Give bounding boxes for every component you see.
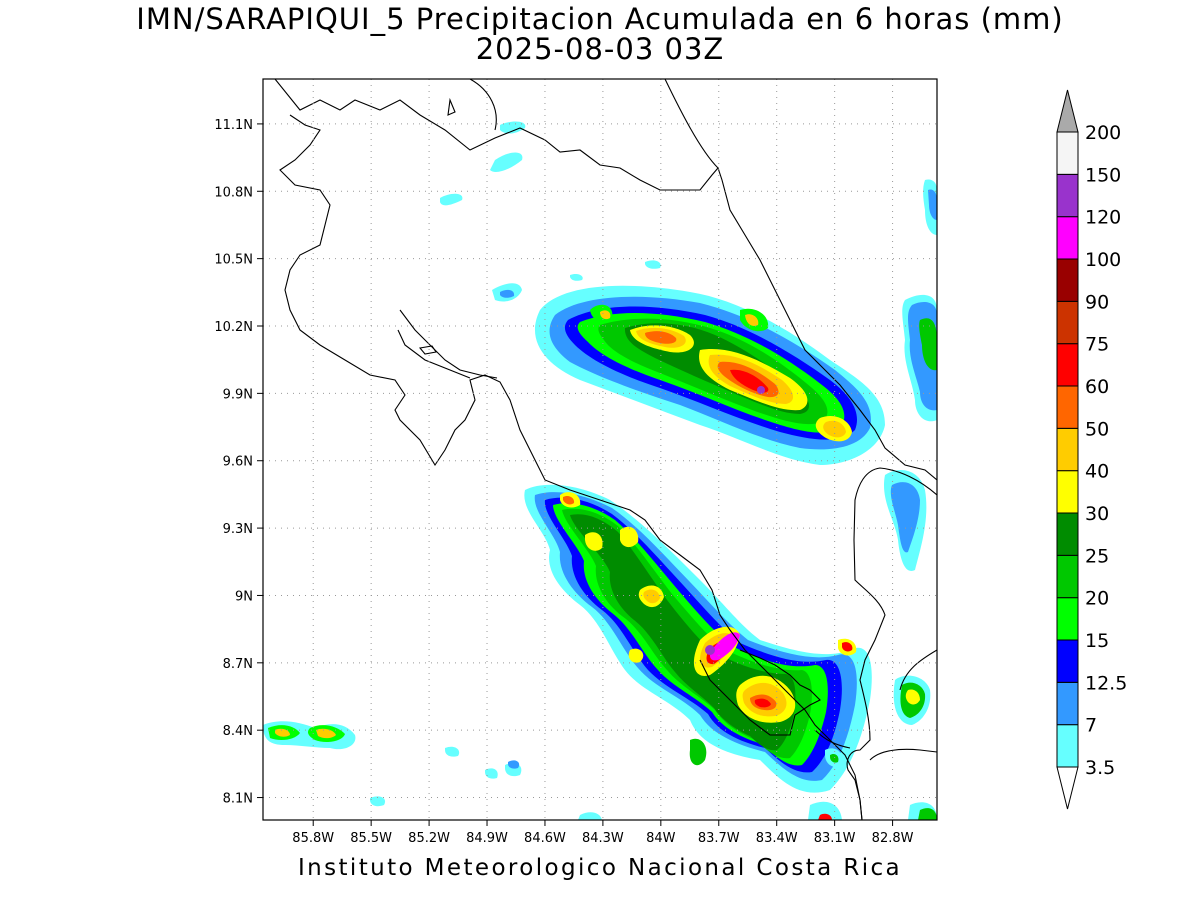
lon-tick-label: 85.2W — [408, 831, 450, 846]
lat-tick-label: 10.2N — [214, 320, 253, 335]
colorbar-label: 40 — [1085, 461, 1109, 483]
colorbar-label: 25 — [1085, 545, 1109, 567]
colorbar-label: 75 — [1085, 334, 1109, 356]
colorbar-swatch — [1056, 258, 1079, 302]
colorbar-swatch — [1056, 385, 1079, 429]
lat-tick-label: 10.8N — [214, 185, 253, 200]
lat-tick-label: 8.4N — [223, 724, 253, 739]
lon-tick-label: 83.7W — [698, 831, 740, 846]
colorbar-lower-arrow — [1056, 766, 1079, 810]
lon-tick-label: 85.8W — [292, 831, 334, 846]
map-frame — [262, 78, 938, 821]
lat-tick-label: 8.1N — [223, 792, 253, 807]
institution-credit: Instituto Meteorologico Nacional Costa R… — [297, 855, 903, 881]
colorbar-label: 120 — [1085, 207, 1121, 229]
colorbar-label: 20 — [1085, 588, 1109, 610]
lat-tick-label: 11.1N — [214, 118, 253, 133]
colorbar-swatch — [1056, 512, 1079, 556]
lon-tick-label: 82.8W — [872, 831, 914, 846]
colorbar-label: 90 — [1085, 291, 1109, 313]
map-datetime: 2025-08-03 03Z — [475, 32, 725, 66]
lon-tick-label: 84W — [646, 831, 676, 846]
colorbar-label: 30 — [1085, 503, 1109, 525]
colorbar-label: 60 — [1085, 376, 1109, 398]
longitude-axis: 85.8W 85.5W 85.2W 84.9W 84.6W 84.3W 84W 83.7W 83… — [292, 820, 914, 846]
colorbar-swatch — [1056, 427, 1079, 472]
lat-tick-label: 8.7N — [223, 657, 253, 672]
colorbar-swatch — [1056, 681, 1079, 726]
lat-tick-label: 9.3N — [223, 522, 253, 537]
colorbar-label: 12.5 — [1085, 672, 1127, 694]
colorbar-swatch — [1056, 131, 1079, 175]
colorbar-swatch — [1056, 216, 1079, 260]
colorbar-swatch — [1056, 554, 1079, 599]
lat-tick-label: 10.5N — [214, 253, 253, 268]
lat-tick-label: 9.9N — [223, 387, 253, 402]
map-title: IMN/SARAPIQUI_5 Precipitacion Acumulada … — [136, 2, 1064, 36]
lon-tick-label: 84.3W — [582, 831, 624, 846]
colorbar-swatch — [1056, 300, 1079, 345]
lat-tick-label: 9N — [235, 589, 253, 604]
coastline-boundaries — [274, 79, 937, 820]
colorbar-label: 100 — [1085, 249, 1121, 271]
colorbar-label: 150 — [1085, 164, 1121, 186]
colorbar-upper-arrow — [1056, 89, 1079, 133]
colorbar-swatch — [1056, 597, 1079, 641]
colorbar-swatch — [1056, 343, 1079, 387]
precipitation-colorbar-legend: 3.5 7 12.5 15 20 25 30 40 50 60 75 90 100 120 150 200 — [1056, 89, 1127, 810]
lon-tick-label: 83.1W — [814, 831, 856, 846]
lat-tick-label: 9.6N — [223, 455, 253, 470]
lon-tick-label: 84.9W — [466, 831, 508, 846]
colorbar-swatch — [1056, 470, 1079, 514]
colorbar-label: 50 — [1085, 418, 1109, 440]
lat-lon-grid — [263, 79, 937, 820]
lon-tick-label: 85.5W — [350, 831, 392, 846]
colorbar-label: 3.5 — [1085, 757, 1115, 779]
colorbar-label: 200 — [1085, 122, 1121, 144]
colorbar-label: 15 — [1085, 630, 1109, 652]
colorbar-swatch — [1056, 639, 1079, 683]
colorbar-swatch — [1056, 173, 1079, 218]
colorbar-label: 7 — [1085, 715, 1097, 737]
lon-tick-label: 83.4W — [756, 831, 798, 846]
latitude-axis: 11.1N 10.8N 10.5N 10.2N 9.9N 9.6N 9.3N 9N 8.7N 8.… — [214, 118, 263, 807]
colorbar-swatch — [1056, 724, 1079, 768]
lon-tick-label: 84.6W — [524, 831, 566, 846]
precipitation-field — [263, 121, 937, 820]
